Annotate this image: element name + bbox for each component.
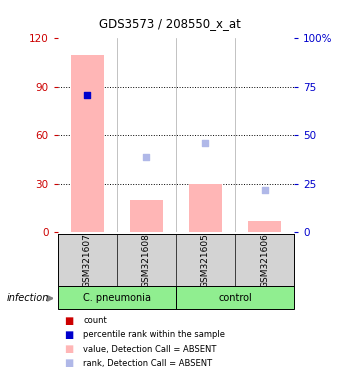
Point [85,92,90,98]
Text: rank, Detection Call = ABSENT: rank, Detection Call = ABSENT [83,359,212,368]
Text: infection: infection [7,293,49,303]
Bar [189,184,222,232]
Bar [248,221,281,232]
Text: GDS3573 / 208550_x_at: GDS3573 / 208550_x_at [99,17,241,30]
Text: percentile rank within the sample: percentile rank within the sample [83,330,225,339]
Text: C. pneumonia: C. pneumonia [83,293,151,303]
Text: control: control [218,293,252,303]
Text: ■: ■ [65,316,74,326]
Text: count: count [83,316,107,325]
Point [144,154,149,160]
Text: GSM321605: GSM321605 [201,233,210,288]
Text: GSM321607: GSM321607 [83,233,92,288]
Text: GSM321606: GSM321606 [260,233,269,288]
Text: ■: ■ [65,330,74,340]
Text: value, Detection Call = ABSENT: value, Detection Call = ABSENT [83,344,217,354]
FancyBboxPatch shape [58,286,176,309]
Bar [71,55,104,232]
Bar [130,200,163,232]
Text: GSM321608: GSM321608 [142,233,151,288]
Point [203,140,208,146]
Text: ■: ■ [65,358,74,368]
Point [262,187,267,193]
FancyBboxPatch shape [176,286,294,309]
Text: ■: ■ [65,344,74,354]
